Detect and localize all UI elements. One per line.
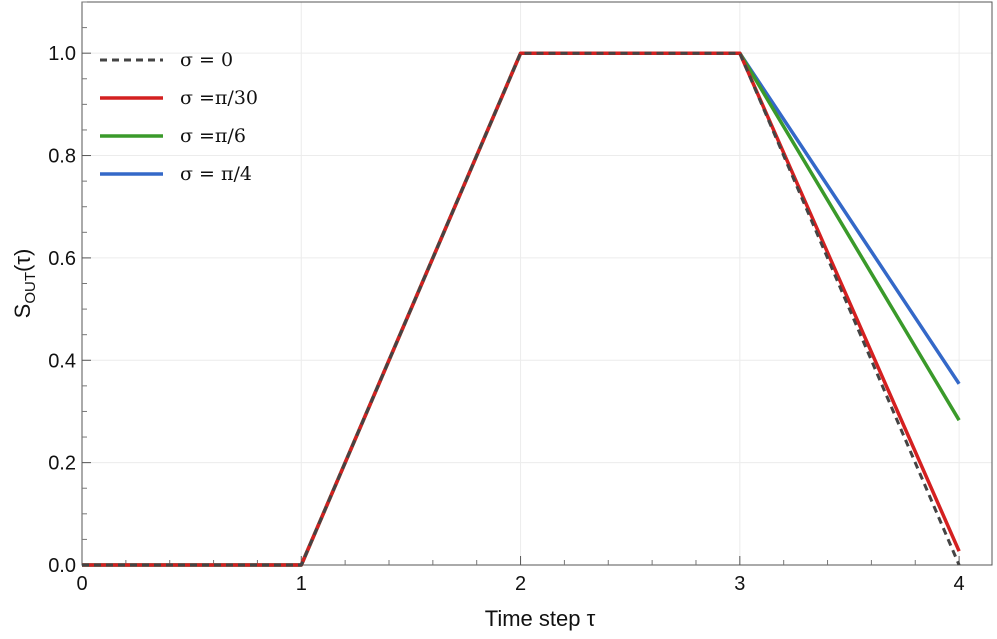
x-tick-label: 4: [954, 573, 965, 595]
x-tick-label: 1: [296, 573, 307, 595]
y-tick-label: 0.8: [48, 146, 76, 168]
y-tick-label: 0.0: [48, 555, 76, 577]
y-tick-label: 1.0: [48, 43, 76, 65]
legend-label: σ =π/6: [180, 125, 246, 147]
axes: 0 1 2 3 4 0.0 0.2 0.4 0.6 0.8 1.0: [48, 1, 965, 595]
series-line: [82, 51, 961, 567]
y-tick-label: 0.4: [48, 350, 76, 372]
x-tick-label: 3: [734, 573, 745, 595]
x-tick-label: 0: [76, 573, 87, 595]
y-axis-label: SOUT(τ): [10, 249, 39, 319]
x-tick-label: 2: [515, 573, 526, 595]
y-tick-label: 0.6: [48, 248, 76, 270]
legend-label: σ =π/30: [180, 87, 258, 109]
y-axis-label-main: S: [10, 304, 35, 319]
legend: σ = 0 σ =π/30 σ =π/6 σ = π/4: [100, 49, 258, 185]
y-tick-label: 0.2: [48, 453, 76, 475]
legend-label: σ = π/4: [180, 163, 252, 185]
legend-label: σ = 0: [180, 49, 233, 71]
y-axis-label-sub: OUT: [22, 272, 39, 304]
y-axis-label-tail: (τ): [10, 249, 35, 272]
x-axis-label: Time step τ: [485, 606, 596, 631]
series-lines: [82, 51, 961, 567]
